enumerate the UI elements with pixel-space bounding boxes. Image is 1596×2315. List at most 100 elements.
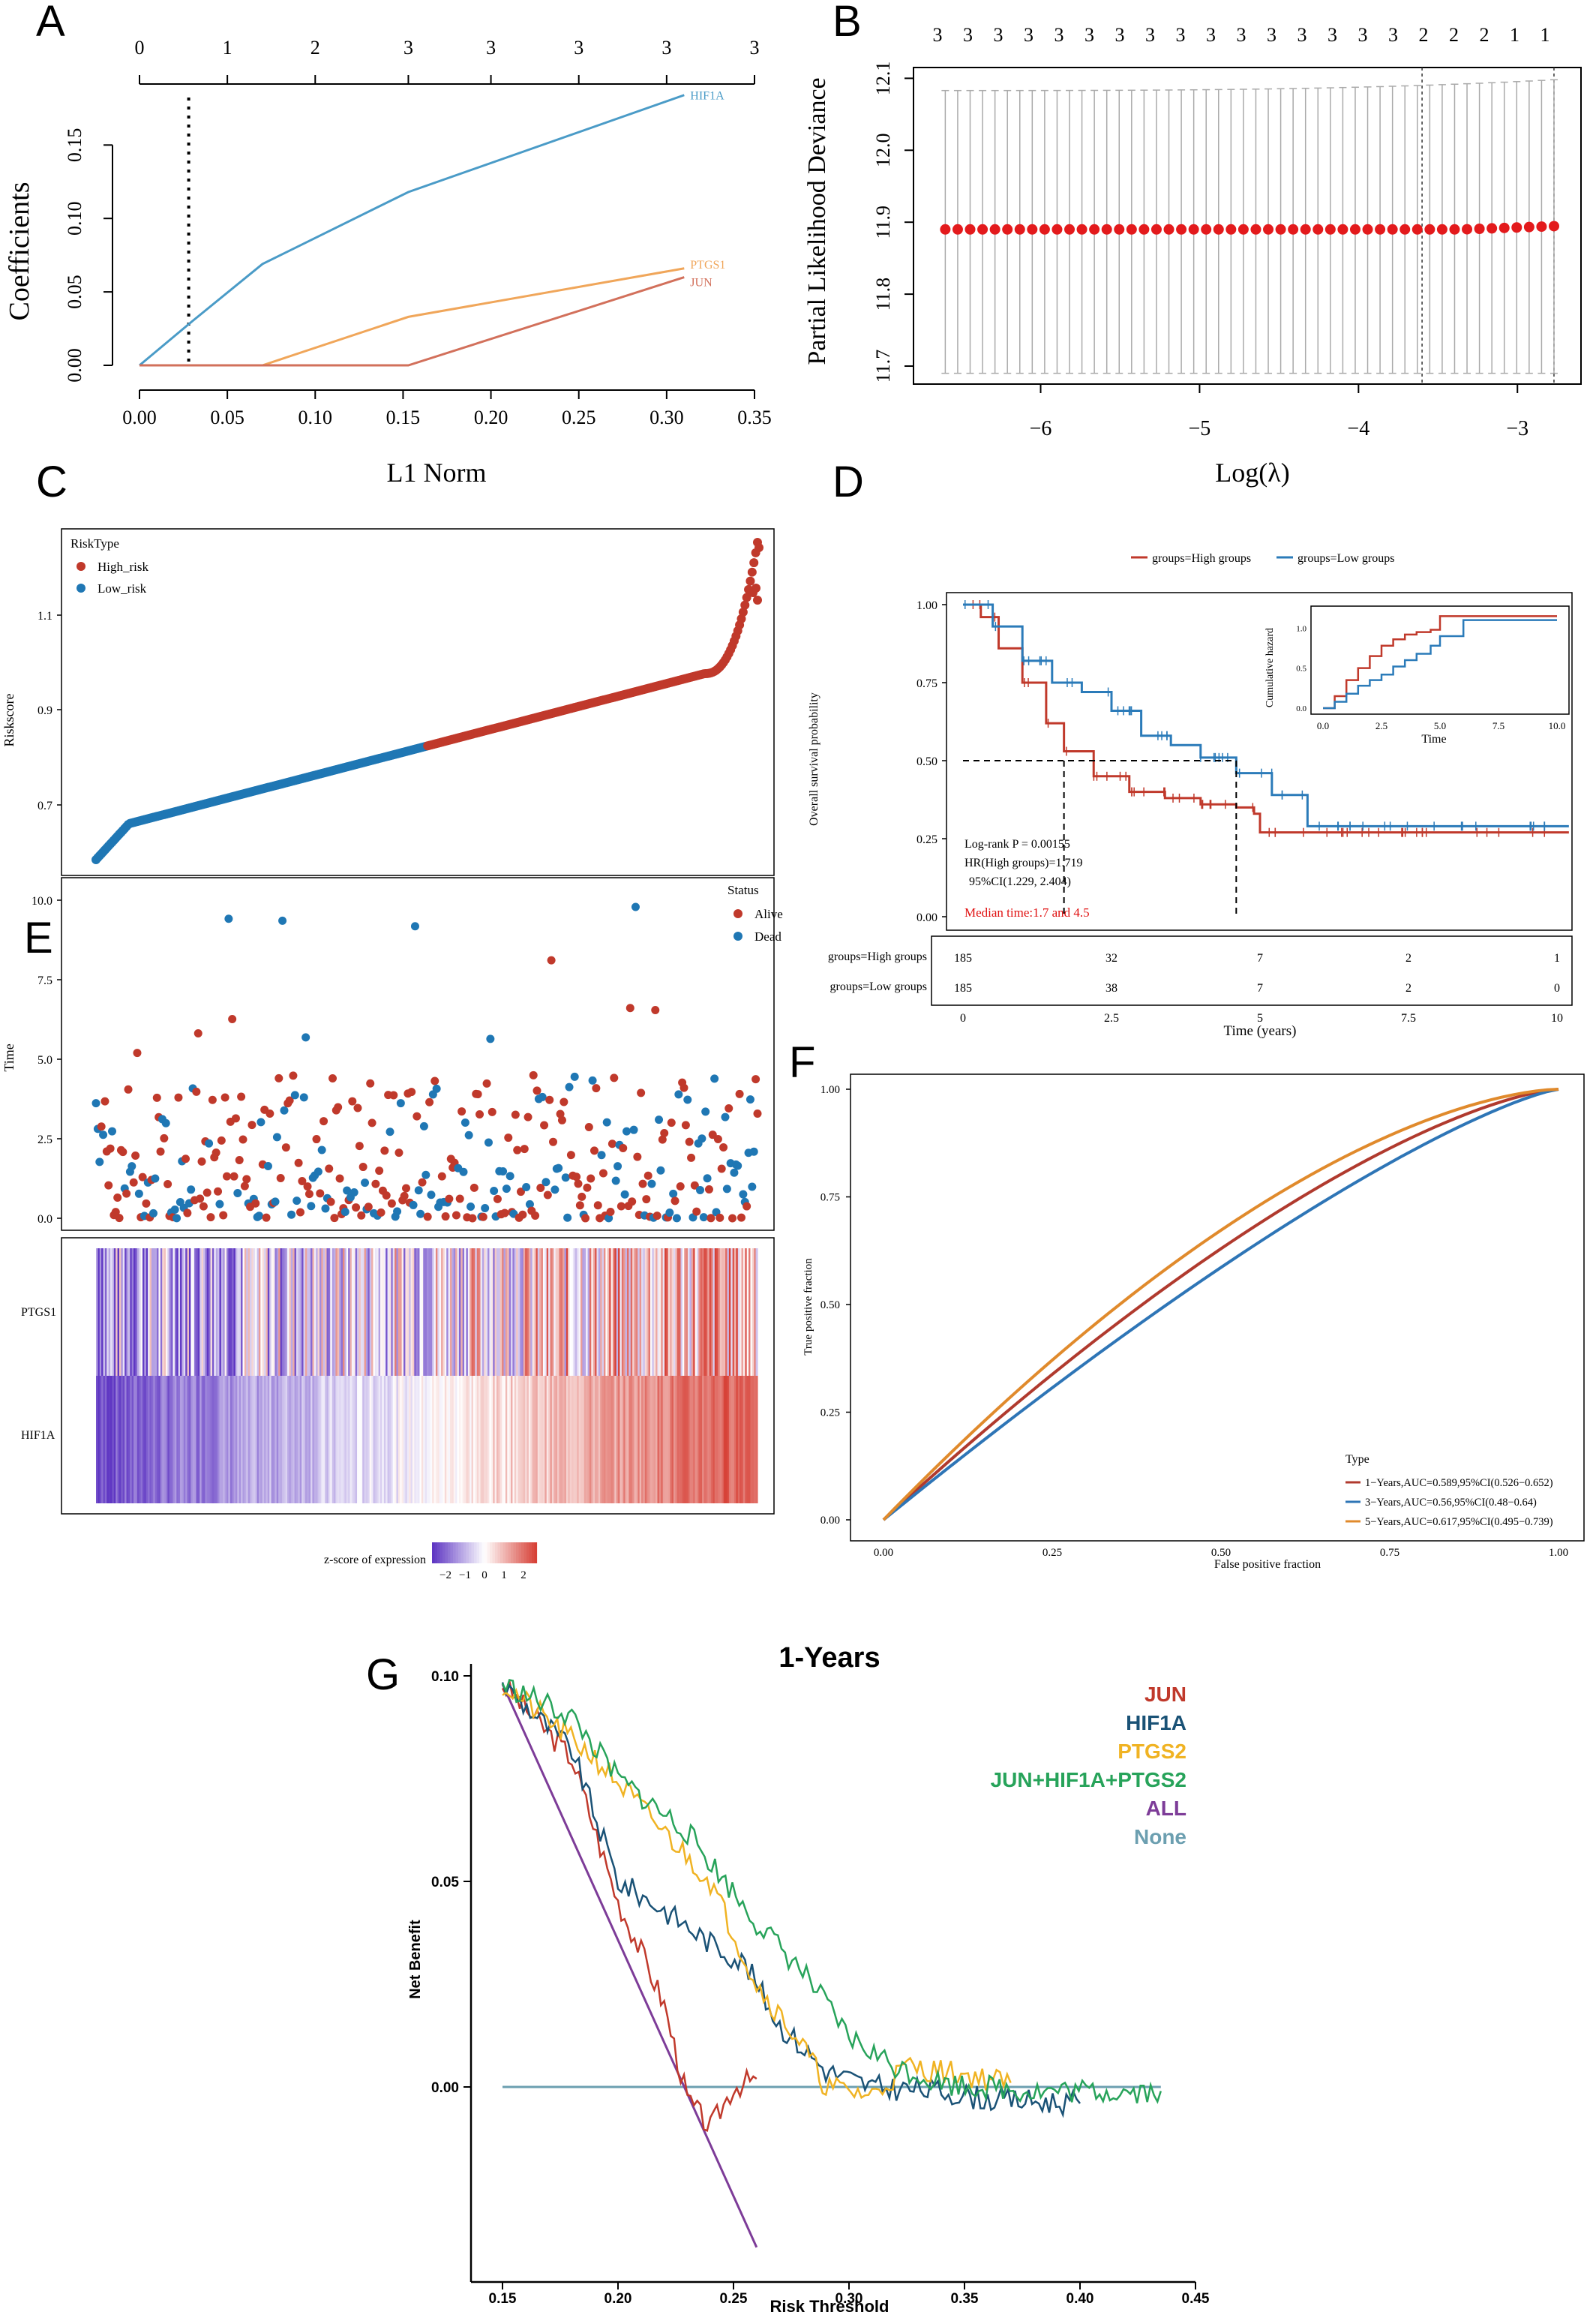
y-tick-label: 11.8	[872, 278, 894, 311]
heatmap-cell-ptgs1	[139, 1248, 142, 1376]
heatmap-cell-hif1a	[281, 1376, 284, 1503]
status-point	[597, 1151, 606, 1160]
heatmap-cell-ptgs1	[197, 1248, 200, 1376]
heatmap-cell-ptgs1	[165, 1248, 168, 1376]
status-point	[706, 1214, 716, 1223]
heatmap-cell-hif1a	[444, 1376, 447, 1503]
heatmap-cell-hif1a	[116, 1376, 118, 1503]
heatmap-cell-ptgs1	[516, 1248, 519, 1376]
heatmap-cell-hif1a	[644, 1376, 647, 1503]
status-point	[402, 1184, 411, 1193]
x-tick-label: 0.35	[951, 2291, 979, 2307]
heatmap-cell-ptgs1	[500, 1248, 502, 1376]
heatmap-cell-hif1a	[620, 1376, 622, 1503]
status-point	[460, 1118, 470, 1127]
panel-letters: A B C D E F G	[24, 0, 864, 1699]
heatmap-cell-ptgs1	[96, 1248, 98, 1376]
heatmap-cell-ptgs1	[262, 1248, 265, 1376]
deviance-point	[1076, 224, 1088, 235]
colorbar-tick: −1	[459, 1569, 471, 1581]
heatmap-cell-ptgs1	[290, 1248, 293, 1376]
status-point	[106, 1144, 115, 1153]
status-point	[194, 1029, 202, 1038]
heatmap-cell-hif1a	[707, 1376, 710, 1503]
heatmap-cell-ptgs1	[587, 1248, 590, 1376]
legend-marker-high-risk	[76, 562, 86, 571]
status-point	[606, 1208, 615, 1217]
y-tick-label: 0.00	[431, 2080, 459, 2096]
colorbar-segment	[476, 1542, 480, 1563]
heatmap-cell-ptgs1	[307, 1248, 310, 1376]
heatmap-cell-hif1a	[302, 1376, 304, 1503]
status-point	[746, 1095, 754, 1104]
status-point	[665, 1209, 674, 1218]
deviance-point	[1462, 224, 1473, 235]
heatmap-cell-hif1a	[421, 1376, 424, 1503]
heatmap-cell-hif1a	[435, 1376, 438, 1503]
heatmap-cell-ptgs1	[523, 1248, 526, 1376]
status-point	[148, 1209, 158, 1218]
x-tick-label: 0.25	[562, 407, 596, 428]
status-point	[620, 1190, 629, 1199]
heatmap-cell-hif1a	[646, 1376, 650, 1503]
status-point	[753, 1109, 762, 1118]
status-point	[717, 1164, 726, 1173]
heatmap-cell-hif1a	[169, 1376, 172, 1503]
heatmap-cell-hif1a	[312, 1376, 315, 1503]
status-point	[570, 1072, 579, 1081]
heatmap-cell-hif1a	[582, 1376, 585, 1503]
roc-curve	[882, 1088, 1559, 1521]
heatmap-cell-ptgs1	[514, 1248, 517, 1376]
y-tick-label: 7.5	[38, 974, 52, 987]
legend-label: 1−Years,AUC=0.589,95%CI(0.526−0.652)	[1365, 1477, 1553, 1489]
heatmap-cell-ptgs1	[299, 1248, 302, 1376]
colorbar-tick: −2	[440, 1569, 452, 1581]
heatmap-cell-hif1a	[612, 1376, 615, 1503]
heatmap-cell-hif1a	[442, 1376, 446, 1503]
heatmap-cell-hif1a	[482, 1376, 484, 1503]
status-point	[352, 1203, 361, 1212]
heatmap-cell-ptgs1	[693, 1248, 696, 1376]
high-risk-point	[754, 543, 764, 552]
x-tick-label: −5	[1189, 417, 1211, 440]
status-point	[409, 1200, 418, 1209]
heatmap-cell-hif1a	[232, 1376, 235, 1503]
heatmap-cell-ptgs1	[233, 1248, 236, 1376]
status-point	[538, 1092, 547, 1101]
heatmap-cell-hif1a	[406, 1376, 410, 1503]
heatmap-cell-ptgs1	[525, 1248, 528, 1376]
status-point	[724, 1103, 734, 1112]
heatmap-cell-ptgs1	[272, 1248, 275, 1376]
colorbar-segment	[432, 1542, 435, 1563]
heatmap-cell-hif1a	[274, 1376, 278, 1503]
status-point	[556, 1109, 565, 1118]
heatmap-cell-hif1a	[693, 1376, 696, 1503]
top-tick-label: 2	[310, 37, 320, 59]
status-point	[222, 1172, 231, 1181]
top-tick-label: 3	[1237, 24, 1246, 46]
heatmap-cell-ptgs1	[317, 1248, 320, 1376]
risk-table-cell: 7	[1257, 982, 1263, 995]
heatmap-cell-ptgs1	[434, 1248, 436, 1376]
y-tick-label: 11.9	[872, 206, 894, 239]
heatmap-cell-hif1a	[364, 1376, 367, 1503]
heatmap-cell-hif1a	[276, 1376, 279, 1503]
heatmap-cell-hif1a	[628, 1376, 632, 1503]
heatmap-cell-ptgs1	[358, 1248, 362, 1376]
heatmap-cell-ptgs1	[569, 1248, 572, 1376]
top-tick-label: 3	[933, 24, 943, 46]
heatmap-cell-ptgs1	[192, 1248, 195, 1376]
status-point	[361, 1179, 370, 1188]
status-point	[156, 1147, 165, 1156]
heatmap-cell-hif1a	[595, 1376, 598, 1503]
heatmap-cell-hif1a	[136, 1376, 140, 1503]
heatmap-cell-hif1a	[292, 1376, 296, 1503]
heatmap-cell-hif1a	[251, 1376, 254, 1503]
heatmap-cell-ptgs1	[489, 1248, 492, 1376]
heatmap-cell-hif1a	[314, 1376, 316, 1503]
y-tick-label: 0.25	[916, 833, 938, 846]
heatmap-cell-hif1a	[568, 1376, 571, 1503]
heatmap-cell-ptgs1	[157, 1248, 160, 1376]
heatmap-cell-ptgs1	[266, 1248, 268, 1376]
heatmap-cell-ptgs1	[610, 1248, 614, 1376]
